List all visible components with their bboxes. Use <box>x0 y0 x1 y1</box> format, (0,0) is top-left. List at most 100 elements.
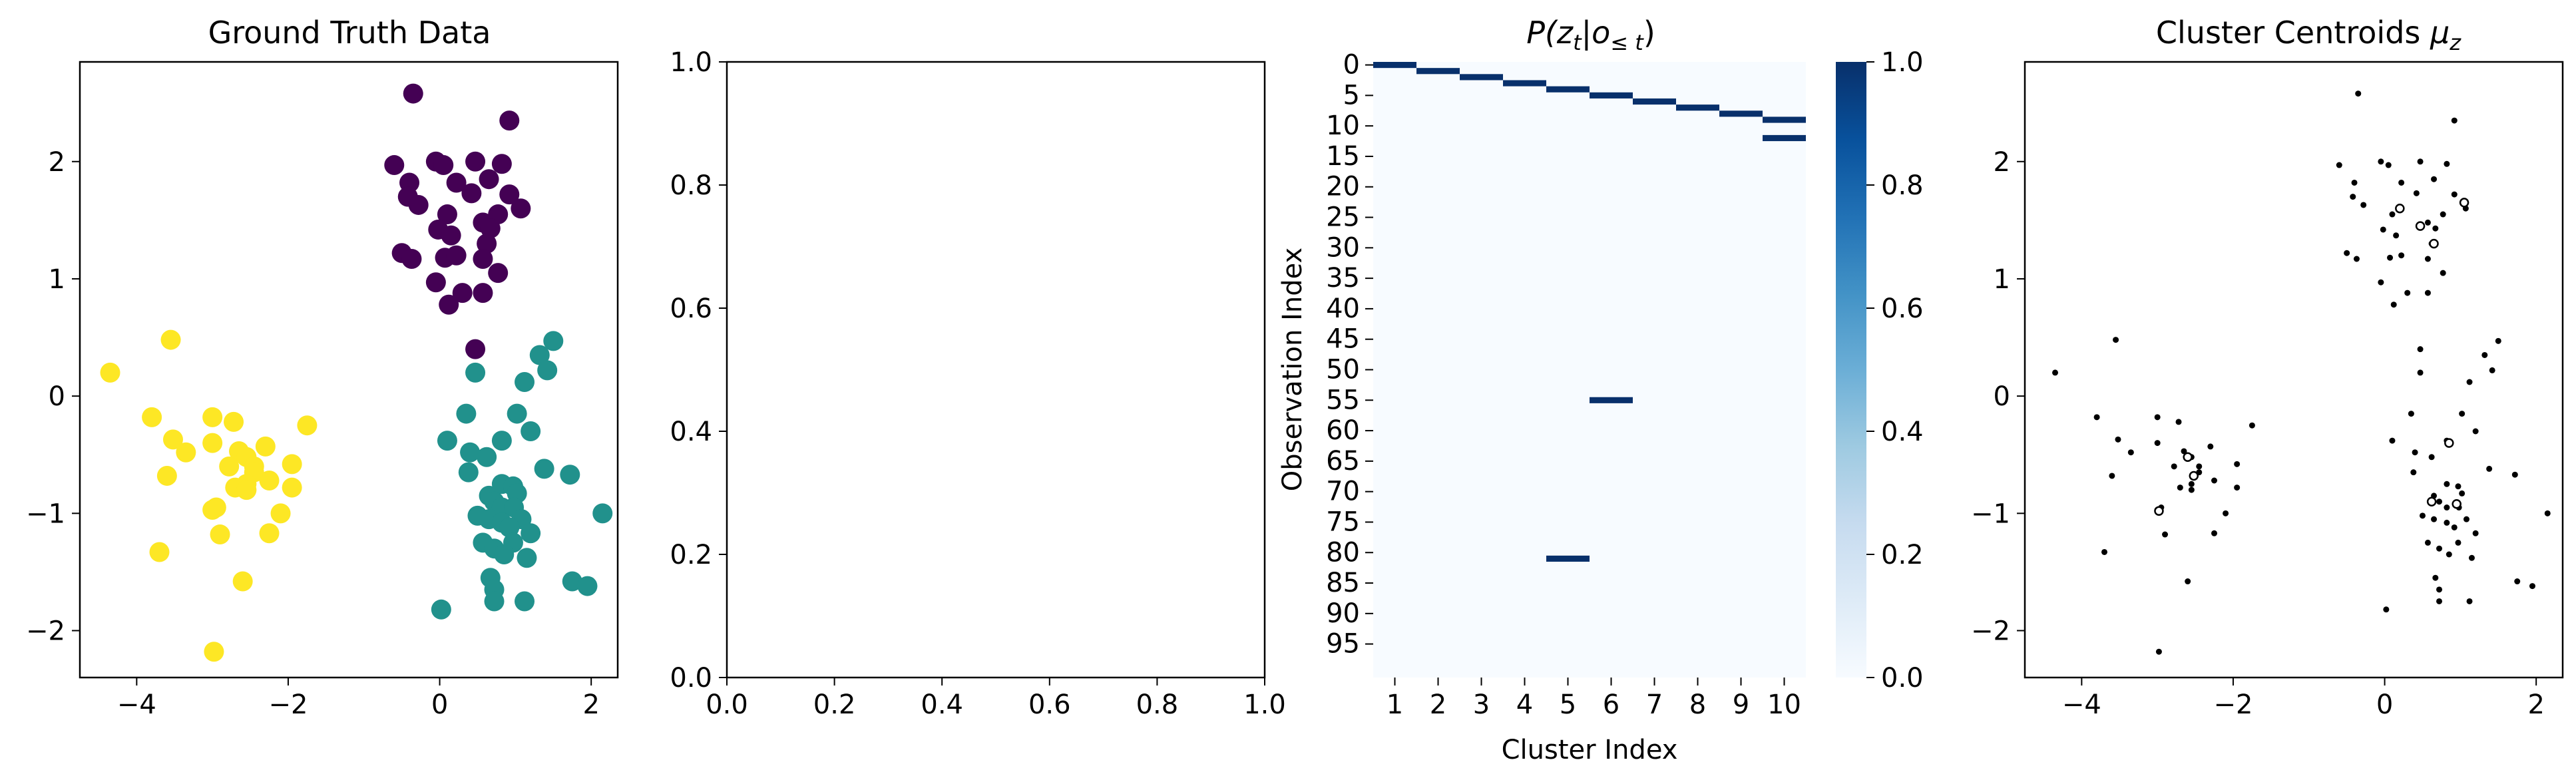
centroids-data-point <box>2468 554 2475 561</box>
heatmap-y-tick-label: 25 <box>1326 202 1360 233</box>
centroids-data-point <box>2529 583 2535 590</box>
ground-truth-point <box>282 454 302 475</box>
colorbar-tick-label: 0.0 <box>1881 663 1924 693</box>
ground-truth-point <box>480 218 501 239</box>
centroids-data-point <box>2410 469 2417 476</box>
heatmap-y-tick-label: 90 <box>1326 598 1360 629</box>
ground-truth-point <box>521 421 541 441</box>
ground-truth-point <box>511 198 531 219</box>
centroids-data-point <box>2387 254 2394 261</box>
centroids-data-point <box>2390 301 2397 308</box>
ground-truth-point <box>465 151 486 172</box>
ground-truth-point <box>560 465 580 485</box>
centroids-data-point <box>2360 202 2367 208</box>
empty-axes-y-tick-label: 0.8 <box>670 170 712 201</box>
empty-axes-x-tick-label: 0.0 <box>706 689 748 720</box>
centroids-data-point <box>2234 461 2241 467</box>
centroids-y-tick-label: 2 <box>1994 147 2010 178</box>
centroids-data-point <box>2466 598 2473 604</box>
ground-truth-point <box>259 523 280 544</box>
posterior-heatmap-panel: P(zt|o≤ t) 1 2 3 4 5 6 7 8 9 10 05101520253035404… <box>1277 15 1924 765</box>
ground-truth-point <box>499 110 520 131</box>
ground-truth-y-tick-label: 0 <box>49 381 65 412</box>
ground-truth-point <box>176 442 196 463</box>
ground-truth-point <box>282 477 302 498</box>
ground-truth-point <box>465 362 486 383</box>
cluster-centroids-panel: Cluster Centroids μz −4 −2 0 2 −2 −1 0 1 2 <box>1971 15 2564 720</box>
heatmap-title-z: z <box>1556 15 1574 51</box>
colorbar-tick-label: 0.8 <box>1881 170 1924 201</box>
ground-truth-point <box>162 429 183 450</box>
centroids-data-point <box>2419 512 2426 519</box>
ground-truth-point <box>149 542 170 562</box>
centroids-data-point <box>2432 574 2439 581</box>
centroids-x-tick-label: 2 <box>2527 689 2544 720</box>
centroids-title-mu: μ <box>2430 15 2450 51</box>
heatmap-x-tick-label: 7 <box>1646 689 1663 720</box>
heatmap-title-close: ) <box>1643 15 1655 51</box>
ground-truth-point <box>484 591 505 612</box>
centroids-data-point <box>2451 117 2458 124</box>
heatmap-cell <box>1590 92 1633 98</box>
ground-truth-point <box>461 183 482 204</box>
centroids-data-point <box>2444 160 2450 167</box>
heatmap-x-tick-label: 10 <box>1767 689 1801 720</box>
centroids-data-point <box>2389 211 2396 218</box>
heatmap-y-tick-label: 10 <box>1326 110 1360 141</box>
centroids-data-point <box>2380 226 2386 233</box>
centroids-data-point <box>2424 256 2431 262</box>
colorbar <box>1836 62 1866 678</box>
heatmap-title-o: o <box>1592 15 1610 51</box>
centroids-data-point <box>2436 586 2443 593</box>
centroids-data-point <box>2101 548 2107 555</box>
heatmap-y-tick-label: 45 <box>1326 324 1360 355</box>
ground-truth-point <box>460 442 481 463</box>
ground-truth-scatter-panel: Ground Truth Data −4 −2 0 2 −2 −1 0 1 2 <box>26 15 619 720</box>
centroids-data-point <box>2486 465 2493 472</box>
empty-axes-x-tick-label: 0.2 <box>813 689 856 720</box>
heatmap-title-sub-t: t <box>1573 30 1582 55</box>
heatmap-cell <box>1719 110 1763 117</box>
colorbar-tick-label: 0.6 <box>1881 294 1924 324</box>
heatmap-y-tick-label: 40 <box>1326 294 1360 324</box>
ground-truth-point <box>408 194 429 215</box>
ground-truth-point <box>446 245 467 266</box>
ground-truth-x-tick-label: −4 <box>117 689 156 720</box>
centroids-data-point <box>2489 367 2495 373</box>
centroids-data-point <box>2398 179 2405 186</box>
colorbar-tick-label: 0.4 <box>1881 417 1924 447</box>
ground-truth-point <box>521 523 541 544</box>
empty-axes-x-tick-label: 0.6 <box>1028 689 1071 720</box>
empty-axes-y-tick-label: 0.4 <box>670 417 712 447</box>
centroids-y-tick-label: 1 <box>1994 264 2010 295</box>
empty-axes-panel: 0.0 0.2 0.4 0.6 0.8 1.0 0.0 0.2 0.4 0.6 0.8 1.0 <box>670 47 1285 720</box>
ground-truth-point <box>437 204 457 225</box>
centroids-title-text: Cluster Centroids <box>2156 15 2430 51</box>
ground-truth-point <box>255 436 276 457</box>
heatmap-x-axis-label: Cluster Index <box>1502 735 1678 765</box>
ground-truth-point <box>100 362 120 383</box>
centroids-data-point <box>2383 606 2390 613</box>
centroid-marker <box>2415 221 2426 231</box>
heatmap-x-tick-label: 5 <box>1560 689 1576 720</box>
centroids-data-point <box>2544 510 2551 516</box>
heatmap-y-tick-label: 75 <box>1326 506 1360 537</box>
centroids-data-point <box>2514 578 2521 585</box>
centroids-data-point <box>2472 428 2479 435</box>
centroids-data-point <box>2463 516 2469 522</box>
centroids-x-tick-label: 0 <box>2376 689 2393 720</box>
centroids-data-point <box>2455 539 2462 546</box>
empty-axes-y-tick-label: 0.0 <box>670 663 712 693</box>
ground-truth-point <box>477 447 497 467</box>
centroids-data-point <box>2162 531 2169 538</box>
heatmap-cell <box>1763 134 1806 142</box>
centroids-data-point <box>2223 510 2229 516</box>
ground-truth-point <box>204 642 224 662</box>
ground-truth-point <box>562 571 582 592</box>
ground-truth-x-tick-label: 2 <box>582 689 599 720</box>
centroids-data-point <box>2444 519 2450 526</box>
centroids-data-point <box>2093 414 2100 421</box>
heatmap-title: P(zt|o≤ t) <box>1526 15 1655 55</box>
